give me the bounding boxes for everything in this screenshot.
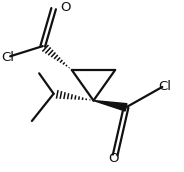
Text: O: O <box>108 152 119 165</box>
Text: O: O <box>60 1 71 14</box>
Text: Cl: Cl <box>158 80 171 93</box>
Polygon shape <box>93 101 127 111</box>
Text: Cl: Cl <box>1 51 14 64</box>
